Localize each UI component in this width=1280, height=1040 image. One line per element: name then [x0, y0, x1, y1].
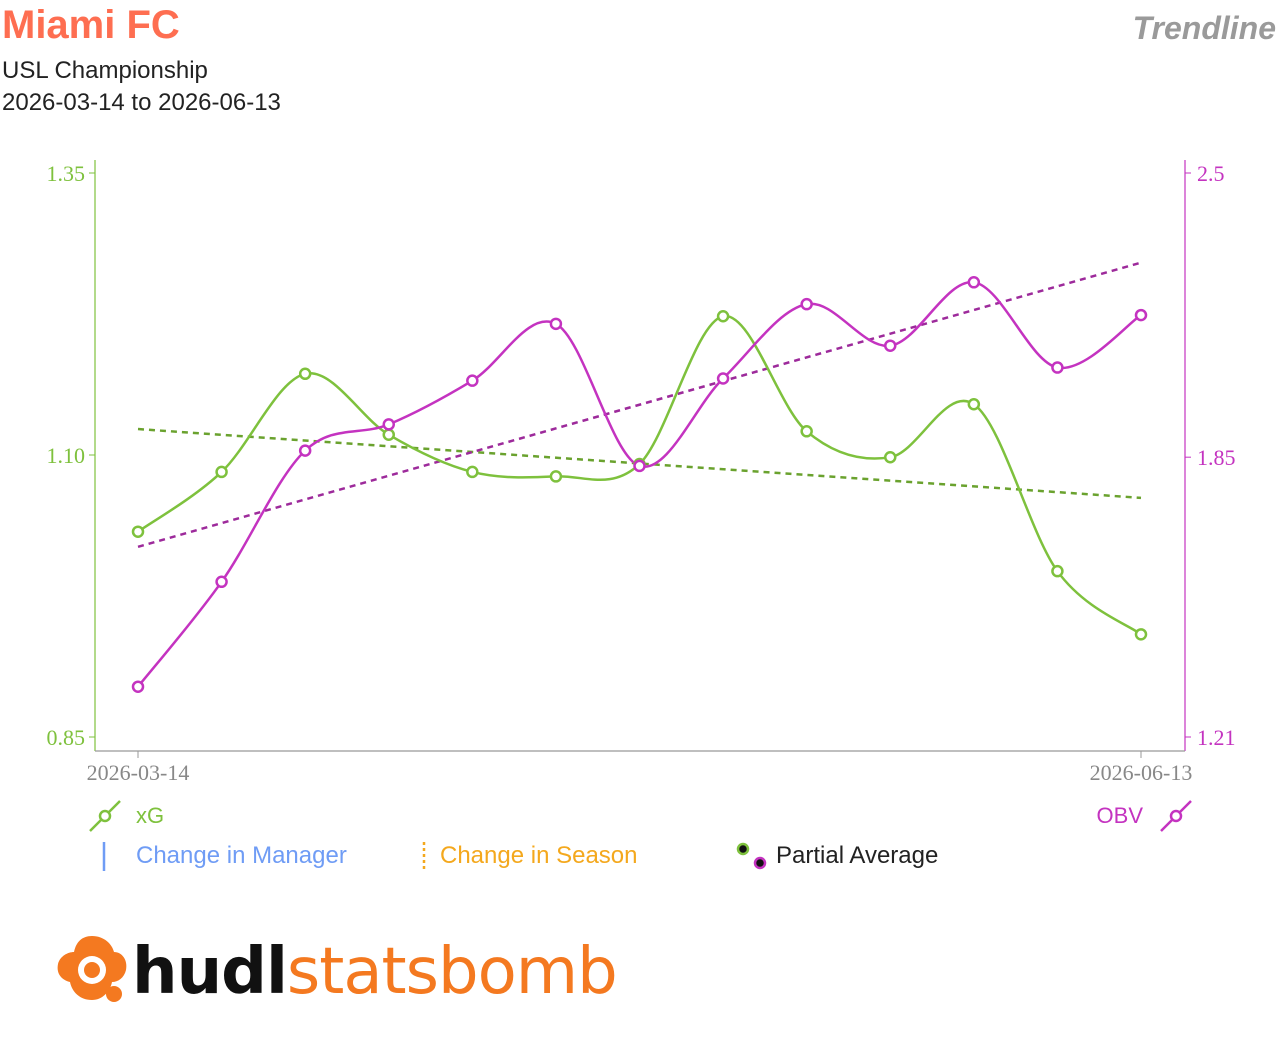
x-tick-label: 2026-06-13 — [1090, 760, 1193, 785]
brand-part-hudl: hudl — [132, 935, 288, 1009]
xg-line — [137, 314, 1142, 636]
obv-point — [549, 317, 563, 331]
right-y-tick-label: 2.5 — [1197, 161, 1225, 186]
obv-line — [137, 281, 1142, 688]
obv-point — [466, 374, 479, 387]
team-title: Miami FC — [2, 3, 180, 47]
series-points — [131, 276, 1148, 693]
competition-name: USL Championship — [2, 57, 208, 84]
brand-wordmark: hudlstatsbomb — [132, 932, 618, 1012]
xg-point — [967, 397, 981, 411]
legend-manager-label: Change in Manager — [136, 842, 347, 869]
legend-obv-label: OBV — [1097, 803, 1144, 828]
obv-point — [215, 575, 228, 589]
xg-trend-line — [137, 427, 1142, 500]
obv-point — [1051, 361, 1064, 374]
legend-obv-marker — [1169, 809, 1183, 823]
legend-xg-label: xG — [136, 803, 164, 828]
left-y-tick-label: 1.35 — [47, 161, 86, 186]
legend-season-label: Change in Season — [440, 842, 637, 869]
brand-part-statsbomb: statsbomb — [286, 935, 618, 1009]
statsbomb-logo-icon — [57, 936, 127, 1002]
xg-point — [131, 525, 145, 538]
xg-point — [298, 367, 312, 381]
chart-kind-label: Trendline — [1132, 10, 1276, 46]
legend-partial-average-label: Partial Average — [776, 842, 938, 869]
right-y-tick-label: 1.85 — [1197, 445, 1236, 470]
x-tick-label: 2026-03-14 — [87, 760, 190, 785]
xg-point — [716, 310, 730, 323]
legend-partial-obv-marker — [753, 856, 767, 870]
obv-point — [967, 276, 981, 289]
obv-point — [382, 418, 395, 431]
obv-trend-line — [137, 261, 1142, 549]
tick-labels: 1.35 1.10 0.85 2.5 1.85 1.21 2026-03-14 2026-06… — [47, 161, 1236, 785]
obv-point — [298, 444, 312, 457]
obv-point — [800, 297, 813, 311]
xg-point — [800, 425, 813, 438]
xg-point — [1134, 628, 1148, 641]
xg-point — [549, 470, 563, 483]
left-y-tick-label: 0.85 — [47, 725, 86, 750]
xg-point — [215, 465, 228, 479]
series-lines — [137, 281, 1142, 688]
date-range: 2026-03-14 to 2026-06-13 — [2, 89, 281, 116]
obv-point — [716, 372, 730, 385]
right-y-tick-label: 1.21 — [1197, 725, 1236, 750]
trend-lines — [137, 261, 1142, 549]
left-y-tick-label: 1.10 — [47, 443, 86, 468]
xg-point — [382, 428, 395, 441]
obv-point — [633, 459, 646, 473]
legend-partial-xg-marker — [736, 842, 750, 856]
obv-point — [884, 339, 897, 352]
xg-point — [884, 451, 897, 464]
obv-point — [1134, 308, 1148, 322]
legend-xg-marker — [98, 809, 112, 823]
xg-point — [1051, 564, 1064, 578]
xg-point — [466, 465, 479, 479]
legend: xG OBV Change in Manager Change in Seaso… — [89, 800, 1192, 871]
obv-point — [131, 680, 145, 693]
